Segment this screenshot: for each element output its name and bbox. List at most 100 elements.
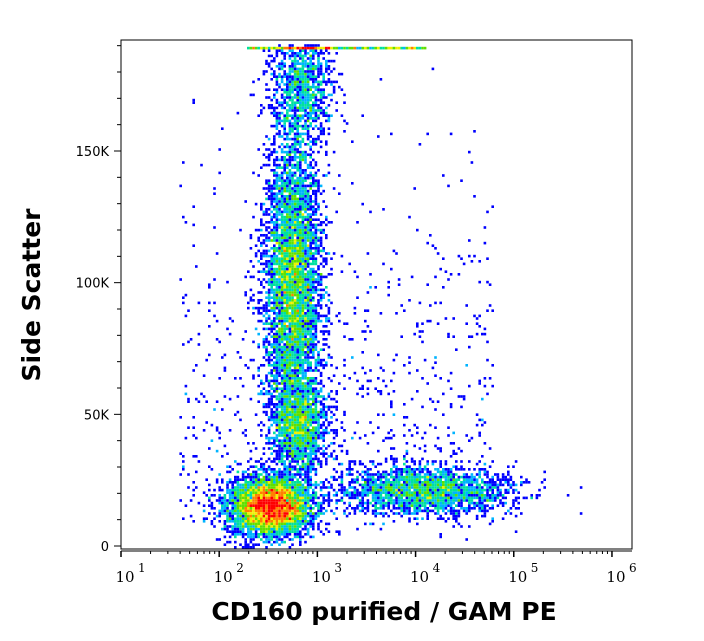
- event-dot: [257, 522, 260, 526]
- event-dot: [504, 481, 507, 484]
- event-dot: [291, 330, 294, 333]
- event-dot: [296, 351, 299, 354]
- event-dot: [455, 517, 458, 520]
- event-dot: [265, 309, 268, 312]
- event-dot: [288, 156, 292, 159]
- event-dot: [249, 514, 253, 518]
- event-dot: [322, 421, 325, 424]
- event-dot: [325, 114, 328, 117]
- event-dot: [265, 239, 268, 242]
- event-dot: [241, 514, 245, 518]
- event-dot: [288, 319, 292, 323]
- event-dot: [403, 507, 406, 510]
- event-dot: [319, 124, 323, 128]
- event-dot: [288, 351, 292, 354]
- event-dot: [400, 504, 403, 507]
- event-dot: [275, 91, 279, 94]
- event-dot: [299, 301, 302, 305]
- event-dot: [265, 486, 268, 489]
- event-dot: [247, 475, 250, 479]
- event-dot: [413, 483, 416, 487]
- event-dot: [299, 522, 302, 526]
- event-dot: [304, 218, 307, 221]
- event-dot: [371, 478, 375, 481]
- event-dot: [309, 382, 312, 385]
- event-dot: [473, 504, 476, 507]
- event-dot: [488, 499, 492, 502]
- event-dot: [241, 522, 245, 526]
- event-dot: [374, 501, 377, 505]
- event-dot: [296, 358, 299, 362]
- event-dot: [291, 475, 294, 479]
- event-dot: [293, 101, 297, 104]
- event-dot: [262, 223, 266, 227]
- event-dot: [319, 361, 323, 364]
- event-dot: [296, 182, 299, 185]
- event-dot: [317, 182, 320, 185]
- event-dot: [395, 512, 398, 515]
- event-dot: [301, 449, 305, 453]
- event-dot: [260, 218, 263, 221]
- event-dot: [304, 197, 307, 201]
- event-dot: [286, 488, 289, 492]
- event-dot: [299, 431, 302, 435]
- event-dot: [309, 327, 312, 331]
- event-dot: [267, 540, 271, 544]
- event-dot: [293, 434, 297, 437]
- event-dot: [288, 335, 292, 338]
- event-dot: [325, 67, 328, 71]
- event-dot: [309, 325, 312, 328]
- event-dot: [405, 499, 409, 502]
- event-dot: [330, 483, 333, 487]
- event-dot: [426, 517, 429, 520]
- event-dot: [314, 317, 318, 320]
- event-dot: [317, 75, 320, 78]
- event-dot: [322, 288, 325, 292]
- event-dot: [322, 429, 325, 432]
- event-dot: [499, 499, 502, 502]
- event-dot: [364, 501, 367, 505]
- event-dot: [304, 244, 307, 247]
- event-dot: [520, 483, 523, 487]
- event-dot: [330, 410, 333, 414]
- event-dot: [317, 304, 320, 307]
- event-dot: [304, 283, 307, 286]
- event-dot: [299, 483, 302, 487]
- event-dot: [579, 486, 583, 489]
- event-dot: [410, 468, 414, 471]
- event-dot: [275, 343, 279, 346]
- event-dot: [356, 507, 359, 510]
- event-dot: [288, 475, 292, 479]
- event-dot: [304, 93, 307, 97]
- event-dot: [314, 114, 318, 117]
- event-dot: [293, 348, 297, 351]
- event-dot: [301, 491, 305, 494]
- event-dot: [267, 301, 271, 305]
- event-dot: [296, 96, 299, 99]
- event-dot: [270, 200, 273, 203]
- event-dot: [291, 319, 294, 323]
- event-dot: [312, 49, 315, 52]
- event-dot: [288, 504, 292, 507]
- event-dot: [470, 478, 474, 481]
- event-dot: [400, 483, 403, 487]
- event-dot: [288, 153, 292, 156]
- event-dot: [392, 475, 396, 479]
- event-dot: [325, 153, 328, 156]
- event-dot: [361, 475, 364, 479]
- event-dot: [296, 135, 299, 138]
- event-dot: [278, 197, 281, 201]
- event-dot: [304, 124, 307, 128]
- event-dot: [257, 423, 260, 427]
- event-dot: [254, 522, 258, 526]
- event-dot: [288, 187, 292, 190]
- event-dot: [296, 75, 299, 78]
- event-dot: [436, 501, 440, 505]
- event-dot: [369, 473, 372, 476]
- event-dot: [322, 397, 325, 401]
- event-dot: [293, 413, 297, 416]
- event-dot: [306, 195, 310, 198]
- event-dot: [319, 273, 323, 276]
- event-dot: [306, 366, 310, 370]
- event-dot: [283, 288, 286, 292]
